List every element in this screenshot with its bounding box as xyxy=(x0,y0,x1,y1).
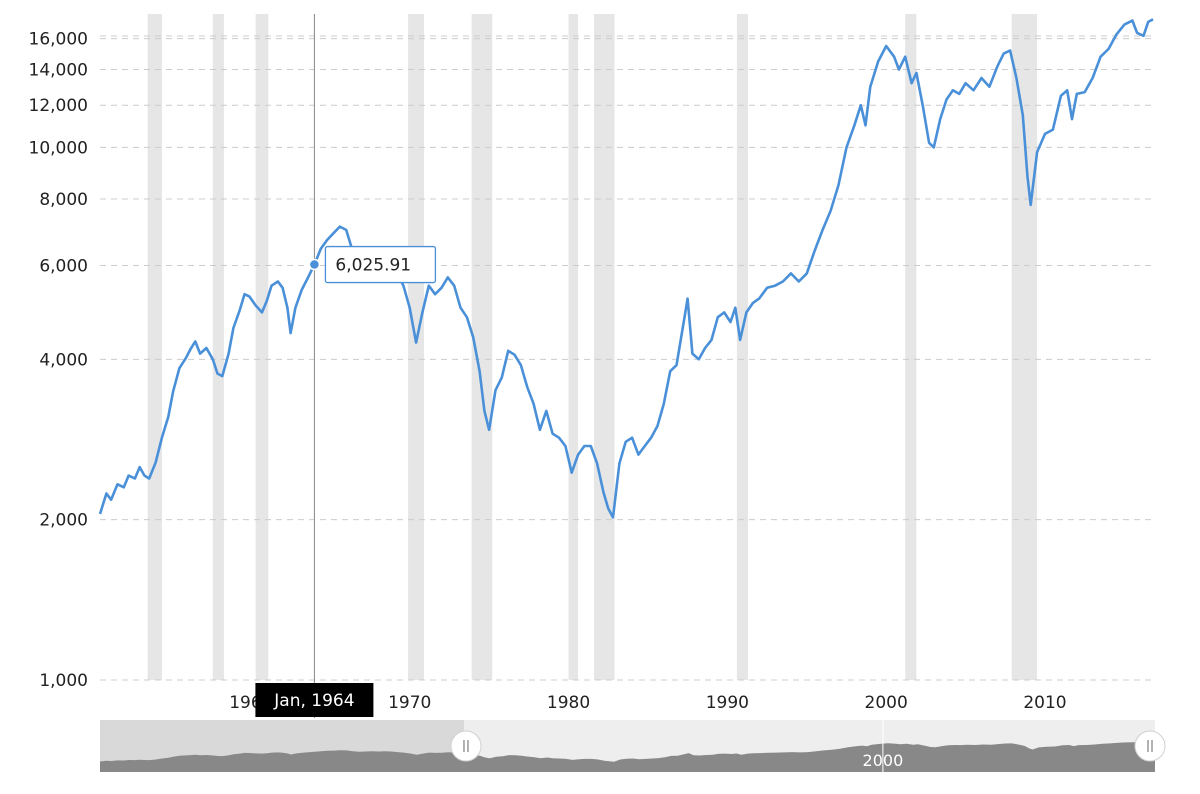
y-tick-label: 8,000 xyxy=(39,190,88,210)
recession-band xyxy=(212,14,224,680)
y-tick-label: 10,000 xyxy=(29,138,88,158)
x-tick-label: 2000 xyxy=(865,693,908,713)
x-crosshair-label: Jan, 1964 xyxy=(255,683,374,717)
navigator-year-label: 2000 xyxy=(863,751,904,770)
recession-band xyxy=(147,14,162,680)
y-tick-label: 4,000 xyxy=(39,350,88,370)
recession-band xyxy=(568,14,579,680)
recession-band xyxy=(408,14,424,680)
recession-band xyxy=(1011,14,1038,680)
y-tick-label: 16,000 xyxy=(29,30,88,50)
hover-point xyxy=(308,258,321,271)
series-line[interactable] xyxy=(98,18,1154,519)
tooltip-box xyxy=(324,245,437,284)
x-tick-label: 2010 xyxy=(1023,693,1066,713)
tooltip-value: 6,025.91 xyxy=(335,256,411,276)
y-axis: 1,000 2,000 4,000 6,000 8,000 10,000 12,000 14,… xyxy=(29,30,88,691)
y-tick-label: 12,000 xyxy=(29,96,88,116)
navigator-series-area xyxy=(100,742,1155,772)
crosshair-date-box xyxy=(255,683,374,717)
crosshair-date-label: Jan, 1964 xyxy=(273,691,354,711)
recession-band xyxy=(736,14,748,680)
y-tick-label: 1,000 xyxy=(39,671,88,691)
y-tick-label: 14,000 xyxy=(29,61,88,81)
y-tick-label: 6,000 xyxy=(39,257,88,277)
recession-band xyxy=(905,14,917,680)
y-tick-label: 2,000 xyxy=(39,511,88,531)
x-tick-label: 1980 xyxy=(547,693,590,713)
x-axis: 1960 1970 1980 1990 2000 2010 xyxy=(229,693,1066,713)
navigator-left-handle[interactable] xyxy=(450,730,482,762)
x-tick-label: 1970 xyxy=(388,693,431,713)
recession-band xyxy=(471,14,493,680)
x-tick-label: 1990 xyxy=(706,693,749,713)
recession-bands xyxy=(147,14,1038,680)
range-navigator[interactable]: 2000 xyxy=(100,720,1166,772)
value-tooltip: 6,025.91 xyxy=(324,245,437,284)
navigator-right-handle[interactable] xyxy=(1134,730,1166,762)
recession-band xyxy=(593,14,615,680)
recession-band xyxy=(255,14,269,680)
